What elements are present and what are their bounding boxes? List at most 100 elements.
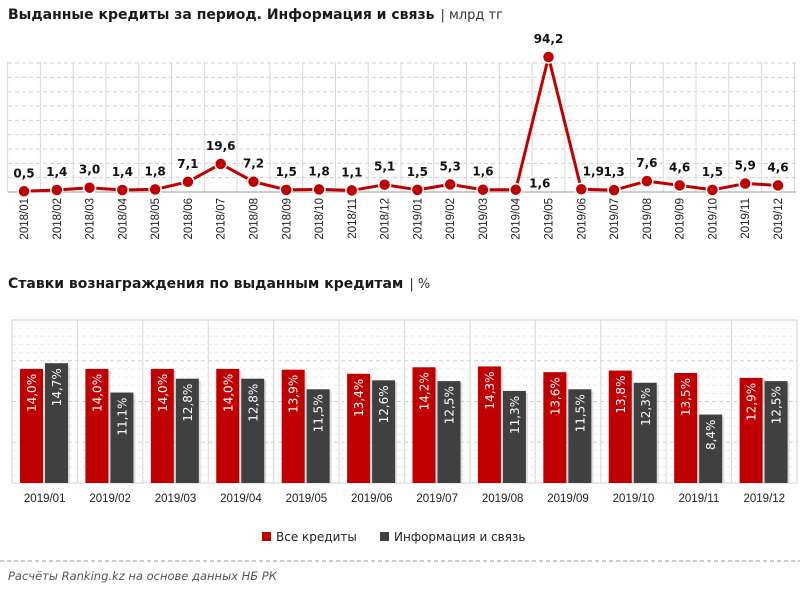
- line-chart-title: Выданные кредиты за период. Информация и…: [8, 7, 503, 23]
- data-label: 1,9: [583, 164, 604, 178]
- bar: [150, 368, 174, 483]
- data-label: 1,3: [603, 165, 624, 179]
- data-label: 7,6: [636, 156, 657, 170]
- data-point: [312, 182, 326, 197]
- bar: [437, 381, 461, 483]
- bar-label: 8,4%: [704, 420, 718, 451]
- x-tick-label: 2019/05: [286, 493, 328, 505]
- data-label: 4,6: [767, 160, 788, 174]
- data-label: 1,6: [529, 177, 550, 191]
- data-point: [476, 182, 490, 197]
- bar: [241, 378, 265, 483]
- bar-label: 13,5%: [679, 378, 693, 416]
- bar-label: 13,9%: [287, 375, 301, 413]
- x-tick-label: 2018/01: [19, 198, 31, 240]
- data-label: 1,5: [276, 165, 297, 179]
- x-tick-label: 2019/02: [89, 493, 131, 505]
- bar-label: 13,4%: [352, 379, 366, 417]
- x-tick-label: 2019/11: [740, 198, 752, 239]
- bar-label: 12,5%: [770, 386, 784, 424]
- bar: [543, 372, 567, 483]
- bar: [412, 367, 436, 483]
- bar-label: 12,6%: [377, 385, 391, 423]
- data-label: 5,3: [440, 159, 461, 173]
- bar-label: 14,3%: [483, 371, 497, 409]
- bar: [764, 381, 788, 483]
- x-tick-label: 2019/06: [351, 493, 393, 505]
- x-tick-label: 2019/12: [744, 493, 786, 505]
- bar-label: 11,3%: [508, 396, 522, 434]
- x-tick-label: 2019/11: [679, 493, 720, 505]
- data-label: 1,5: [407, 165, 428, 179]
- data-point: [738, 176, 752, 191]
- x-tick-label: 2019/05: [544, 198, 556, 240]
- bar: [372, 380, 396, 483]
- bar-label: 14,0%: [221, 374, 235, 412]
- data-point: [607, 183, 621, 197]
- x-tick-label: 2019/03: [155, 493, 197, 505]
- x-tick-label: 2019/12: [773, 198, 785, 240]
- x-tick-label: 2018/09: [281, 198, 293, 240]
- data-point: [443, 177, 457, 192]
- bar-chart: 14,0% 14,7% 2019/01 14,0% 11,1% 2019/02 14,0% 1…: [11, 319, 798, 505]
- bar: [281, 369, 305, 483]
- x-tick-label: 2018/11: [347, 198, 359, 239]
- legend-label-info-comm: Информация и связь: [394, 530, 525, 544]
- bar: [20, 368, 43, 483]
- bar-label: 13,8%: [614, 376, 628, 414]
- data-label: 1,4: [112, 165, 133, 179]
- data-point: [508, 182, 523, 197]
- bar-label: 11,5%: [312, 394, 326, 432]
- bar-label: 11,5%: [573, 394, 587, 432]
- legend: Все кредиты Информация и связь: [262, 530, 525, 544]
- x-tick-label: 2019/01: [412, 198, 424, 240]
- data-label: 7,1: [177, 157, 198, 171]
- data-point: [410, 183, 425, 197]
- x-tick-label: 2019/04: [220, 493, 262, 505]
- bar: [216, 368, 240, 483]
- data-point: [181, 175, 195, 189]
- x-tick-label: 2018/05: [150, 198, 162, 240]
- bar: [85, 368, 109, 483]
- data-point: [377, 177, 392, 192]
- bar: [45, 363, 68, 483]
- x-tick-label: 2019/09: [675, 198, 687, 240]
- x-tick-label: 2019/03: [478, 198, 490, 240]
- bar-label: 12,8%: [181, 384, 195, 422]
- data-point: [705, 183, 720, 197]
- data-point: [50, 183, 64, 197]
- legend-label-all-credits: Все кредиты: [276, 530, 357, 544]
- data-label: 1,5: [702, 165, 723, 179]
- bar-label: 14,0%: [90, 374, 104, 412]
- x-tick-label: 2019/07: [609, 198, 621, 240]
- x-tick-label: 2019/10: [707, 198, 719, 240]
- x-tick-label: 2018/02: [52, 198, 64, 240]
- bar-label: 14,0%: [156, 374, 170, 412]
- data-point: [213, 157, 228, 171]
- legend-swatch-info-comm: [380, 532, 389, 541]
- data-point: [246, 174, 261, 189]
- data-point: [640, 174, 654, 188]
- data-point: [345, 183, 359, 198]
- x-tick-label: 2019/04: [511, 197, 523, 239]
- bar: [633, 382, 657, 483]
- x-tick-label: 2018/10: [314, 198, 326, 240]
- data-label: 3,0: [79, 163, 100, 177]
- data-point: [82, 180, 97, 195]
- data-label: 1,4: [46, 165, 67, 179]
- bar: [306, 389, 330, 483]
- bar: [175, 378, 199, 483]
- bar-label: 11,1%: [115, 398, 129, 436]
- data-label: 1,1: [341, 165, 362, 179]
- data-label: 0,5: [13, 166, 34, 180]
- data-label: 7,2: [243, 157, 264, 171]
- line-chart: 0,5 2018/01 1,4 2018/02 3,0 2018/03 1,4 2018/04…: [7, 32, 796, 240]
- bar-label: 12,3%: [639, 388, 653, 426]
- x-tick-label: 2018/06: [183, 198, 195, 240]
- bar: [674, 372, 698, 483]
- data-label: 5,9: [735, 159, 756, 173]
- x-tick-label: 2019/08: [482, 493, 524, 505]
- data-point: [17, 184, 31, 199]
- data-point: [771, 178, 785, 193]
